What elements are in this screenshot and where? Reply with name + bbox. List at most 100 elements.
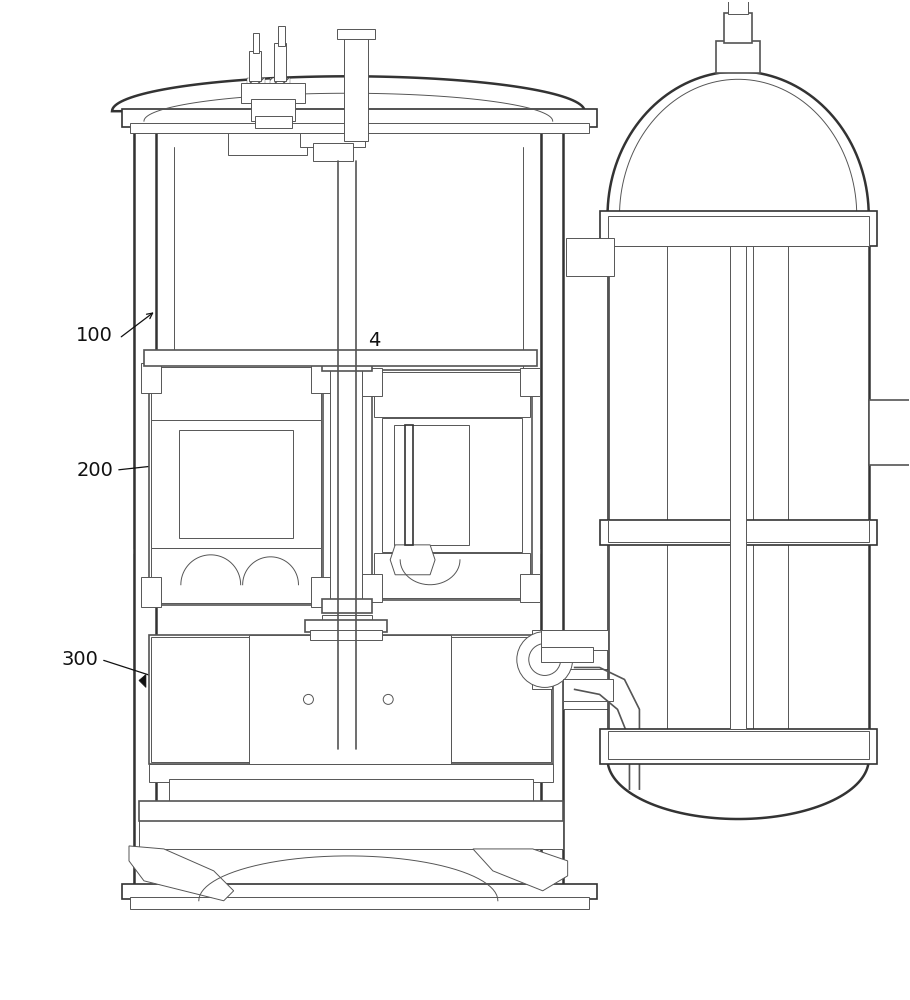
Bar	[149, 764, 552, 782]
Bar	[394, 425, 469, 545]
Bar	[608, 216, 667, 246]
Bar	[179, 430, 294, 538]
Bar	[869, 400, 910, 465]
Bar	[134, 554, 156, 899]
Bar	[541, 647, 592, 662]
Bar	[362, 368, 382, 396]
Bar	[345, 41, 368, 141]
Bar	[248, 51, 260, 81]
Bar	[374, 372, 530, 417]
Text: 4: 4	[369, 331, 380, 350]
Bar	[278, 26, 285, 46]
Bar	[151, 548, 321, 603]
Bar	[531, 630, 551, 689]
Circle shape	[529, 644, 561, 675]
Bar	[608, 216, 667, 759]
Bar	[151, 637, 250, 762]
Bar	[374, 553, 530, 598]
Bar	[169, 779, 532, 801]
Text: 100: 100	[76, 326, 113, 345]
Bar	[541, 121, 562, 549]
Bar	[144, 350, 537, 366]
Bar	[274, 43, 286, 81]
Bar	[310, 630, 382, 640]
Bar	[151, 420, 321, 548]
Bar	[269, 78, 289, 86]
Bar	[151, 637, 250, 762]
Bar	[520, 368, 540, 396]
Bar	[139, 801, 562, 821]
Bar	[139, 819, 562, 849]
Bar	[228, 133, 308, 155]
Polygon shape	[139, 674, 146, 687]
Bar	[248, 635, 451, 764]
Bar	[250, 99, 296, 121]
Bar	[338, 29, 375, 39]
Bar	[372, 370, 531, 600]
Bar	[149, 635, 552, 764]
Circle shape	[383, 694, 393, 704]
Bar	[728, 0, 748, 14]
Bar	[130, 897, 589, 909]
Bar	[122, 109, 597, 127]
Bar	[374, 553, 530, 598]
Polygon shape	[473, 849, 568, 891]
Bar	[130, 123, 589, 133]
Bar	[608, 216, 667, 759]
Bar	[753, 216, 788, 246]
Bar	[730, 246, 746, 729]
Bar	[362, 574, 382, 602]
Bar	[716, 41, 760, 73]
Bar	[374, 372, 530, 417]
Bar	[311, 363, 331, 393]
Bar	[247, 78, 265, 86]
Bar	[300, 133, 365, 147]
Bar	[134, 121, 156, 549]
Bar	[322, 357, 372, 371]
Bar	[382, 418, 521, 552]
Bar	[151, 367, 321, 422]
Bar	[141, 577, 161, 607]
Polygon shape	[112, 76, 584, 111]
Bar	[608, 216, 869, 759]
Bar	[394, 425, 469, 545]
Bar	[600, 729, 876, 764]
Bar	[179, 430, 294, 538]
Bar	[724, 13, 752, 43]
Bar	[344, 31, 369, 39]
Bar	[608, 731, 869, 759]
Bar	[344, 36, 369, 141]
Bar	[322, 599, 372, 613]
Bar	[570, 246, 612, 268]
Bar	[156, 123, 562, 131]
Polygon shape	[390, 545, 435, 575]
Bar	[608, 216, 869, 246]
Bar	[600, 520, 876, 545]
Bar	[240, 83, 306, 103]
Bar	[541, 121, 562, 899]
Bar	[255, 116, 291, 128]
Polygon shape	[608, 71, 869, 216]
Bar	[520, 574, 540, 602]
Bar	[258, 640, 441, 759]
Bar	[253, 33, 258, 53]
Bar	[451, 637, 551, 762]
Bar	[753, 216, 788, 759]
Bar	[306, 620, 388, 632]
Bar	[451, 637, 551, 762]
Polygon shape	[608, 759, 869, 819]
Polygon shape	[129, 846, 234, 901]
Circle shape	[517, 632, 572, 687]
Bar	[608, 520, 869, 542]
Bar	[562, 669, 612, 709]
Bar	[313, 143, 353, 161]
Bar	[600, 211, 876, 246]
Bar	[134, 121, 156, 899]
Bar	[566, 238, 613, 276]
Bar	[330, 365, 362, 605]
Bar	[322, 615, 372, 635]
Bar	[541, 554, 562, 899]
Bar	[122, 884, 597, 899]
Bar	[541, 630, 608, 650]
Bar	[149, 365, 323, 605]
